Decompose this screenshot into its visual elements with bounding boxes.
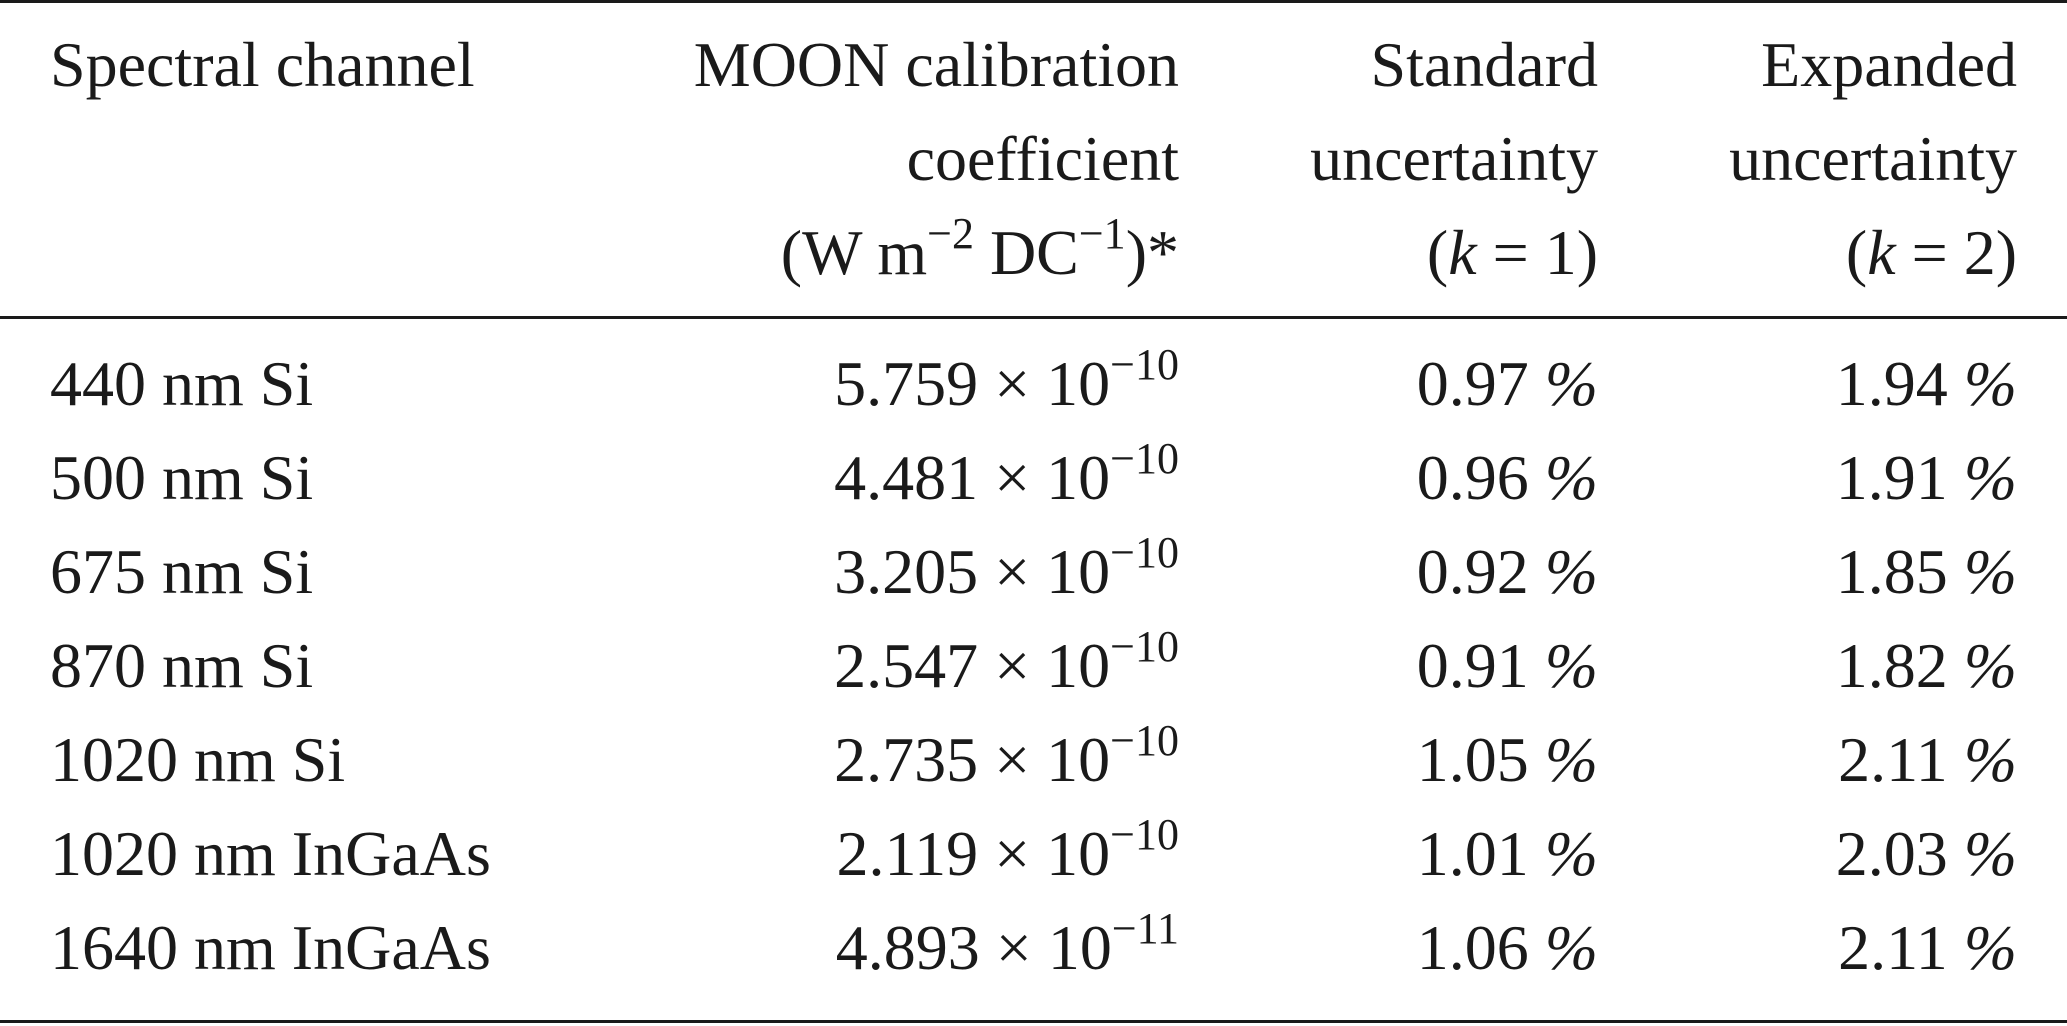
exp-unit: %	[1963, 724, 2017, 795]
coef-exponent: −10	[1110, 434, 1179, 483]
coef-exponent: −10	[1110, 622, 1179, 671]
cell-coefficient: 3.205 × 10−10	[834, 526, 1179, 618]
cell-coefficient: 2.547 × 10−10	[834, 620, 1179, 712]
header-moon-unit: (W m−2 DC−1)*	[694, 206, 1179, 300]
std-value: 0.91	[1416, 630, 1529, 701]
exp-value: 2.11	[1838, 724, 1948, 795]
exp-k-value: = 2)	[1895, 217, 2017, 288]
exp-value: 1.94	[1835, 348, 1948, 419]
cell-expanded: 1.91 %	[1836, 432, 2017, 524]
cell-expanded: 1.85 %	[1836, 526, 2017, 618]
exp-unit: %	[1963, 630, 2017, 701]
header-std-line2: uncertainty	[1310, 123, 1598, 194]
exp-value: 2.11	[1838, 912, 1948, 983]
coef-exponent: −10	[1110, 528, 1179, 577]
std-unit: %	[1544, 818, 1598, 889]
cell-expanded: 1.82 %	[1836, 620, 2017, 712]
cell-coefficient: 4.893 × 10−11	[836, 902, 1179, 994]
std-k-symbol: k	[1448, 217, 1477, 288]
cell-expanded: 2.11 %	[1838, 714, 2017, 806]
std-unit: %	[1544, 348, 1598, 419]
exp-unit: %	[1963, 912, 2017, 983]
unit-exp-dc: −1	[1078, 209, 1126, 258]
std-unit: %	[1544, 536, 1598, 607]
cell-expanded: 1.94 %	[1836, 338, 2017, 430]
cell-standard: 1.01 %	[1417, 808, 1598, 900]
coef-exponent: −10	[1110, 716, 1179, 765]
cell-channel: 1020 nm InGaAs	[50, 818, 491, 889]
cell-coefficient: 5.759 × 10−10	[834, 338, 1179, 430]
coef-mantissa: 2.547 × 10	[834, 630, 1111, 701]
exp-k-open: (	[1845, 217, 1868, 288]
cell-standard: 0.92 %	[1417, 526, 1598, 618]
coef-exponent: −10	[1110, 810, 1179, 859]
coef-mantissa: 2.119 × 10	[836, 818, 1111, 889]
std-unit: %	[1544, 630, 1598, 701]
std-value: 1.01	[1416, 818, 1529, 889]
cell-channel: 1640 nm InGaAs	[50, 912, 491, 983]
header-exp-k: (k = 2)	[1729, 206, 2017, 300]
header-standard-uncertainty: Standard uncertainty (k = 1)	[1310, 18, 1598, 300]
exp-unit: %	[1963, 536, 2017, 607]
cell-standard: 0.97 %	[1417, 338, 1598, 430]
exp-unit: %	[1963, 442, 2017, 513]
cell-standard: 1.05 %	[1417, 714, 1598, 806]
cell-channel: 500 nm Si	[50, 442, 314, 513]
cell-channel: 1020 nm Si	[50, 724, 346, 795]
exp-value: 2.03	[1835, 818, 1948, 889]
std-value: 1.06	[1416, 912, 1529, 983]
cell-channel: 675 nm Si	[50, 536, 314, 607]
unit-exp-m: −2	[927, 209, 974, 258]
cell-expanded: 2.11 %	[1838, 902, 2017, 994]
exp-unit: %	[1963, 818, 2017, 889]
unit-w-m: (W m	[780, 217, 928, 288]
header-exp-line2: uncertainty	[1729, 123, 2017, 194]
coef-mantissa: 5.759 × 10	[834, 348, 1111, 419]
header-moon-line1: MOON calibration	[693, 29, 1179, 100]
coef-mantissa: 4.481 × 10	[834, 442, 1111, 513]
cell-channel: 870 nm Si	[50, 630, 314, 701]
coef-mantissa: 2.735 × 10	[834, 724, 1111, 795]
unit-dc: DC	[973, 217, 1079, 288]
bottom-rule	[0, 1020, 2067, 1023]
header-moon-line2: coefficient	[906, 123, 1179, 194]
header-spectral-channel: Spectral channel	[50, 18, 475, 112]
header-exp-line1: Expanded	[1761, 29, 2017, 100]
header-expanded-uncertainty: Expanded uncertainty (k = 2)	[1729, 18, 2017, 300]
cell-standard: 0.91 %	[1417, 620, 1598, 712]
exp-value: 1.91	[1835, 442, 1948, 513]
std-unit: %	[1544, 912, 1598, 983]
exp-value: 1.85	[1835, 536, 1948, 607]
std-value: 0.96	[1416, 442, 1529, 513]
header-rule	[0, 316, 2067, 319]
coef-exponent: −11	[1111, 904, 1179, 953]
std-value: 0.97	[1416, 348, 1529, 419]
cell-expanded: 2.03 %	[1836, 808, 2017, 900]
cell-standard: 0.96 %	[1417, 432, 1598, 524]
exp-k-symbol: k	[1867, 217, 1896, 288]
cell-coefficient: 2.735 × 10−10	[834, 714, 1179, 806]
exp-unit: %	[1963, 348, 2017, 419]
coef-exponent: −10	[1110, 340, 1179, 389]
coef-mantissa: 3.205 × 10	[834, 536, 1111, 607]
std-k-open: (	[1426, 217, 1449, 288]
cell-coefficient: 2.119 × 10−10	[836, 808, 1179, 900]
top-rule	[0, 0, 2067, 3]
header-std-k: (k = 1)	[1310, 206, 1598, 300]
exp-value: 1.82	[1835, 630, 1948, 701]
std-value: 1.05	[1416, 724, 1529, 795]
std-value: 0.92	[1416, 536, 1529, 607]
std-k-value: = 1)	[1476, 217, 1598, 288]
std-unit: %	[1544, 442, 1598, 513]
coef-mantissa: 4.893 × 10	[835, 912, 1112, 983]
header-moon-coefficient: MOON calibration coefficient (W m−2 DC−1…	[694, 18, 1179, 300]
header-spectral-channel-label: Spectral channel	[50, 29, 475, 100]
header-std-line1: Standard	[1370, 29, 1599, 100]
cell-coefficient: 4.481 × 10−10	[834, 432, 1179, 524]
unit-close: )*	[1125, 217, 1179, 288]
cell-standard: 1.06 %	[1417, 902, 1598, 994]
cell-channel: 440 nm Si	[50, 348, 314, 419]
std-unit: %	[1544, 724, 1598, 795]
